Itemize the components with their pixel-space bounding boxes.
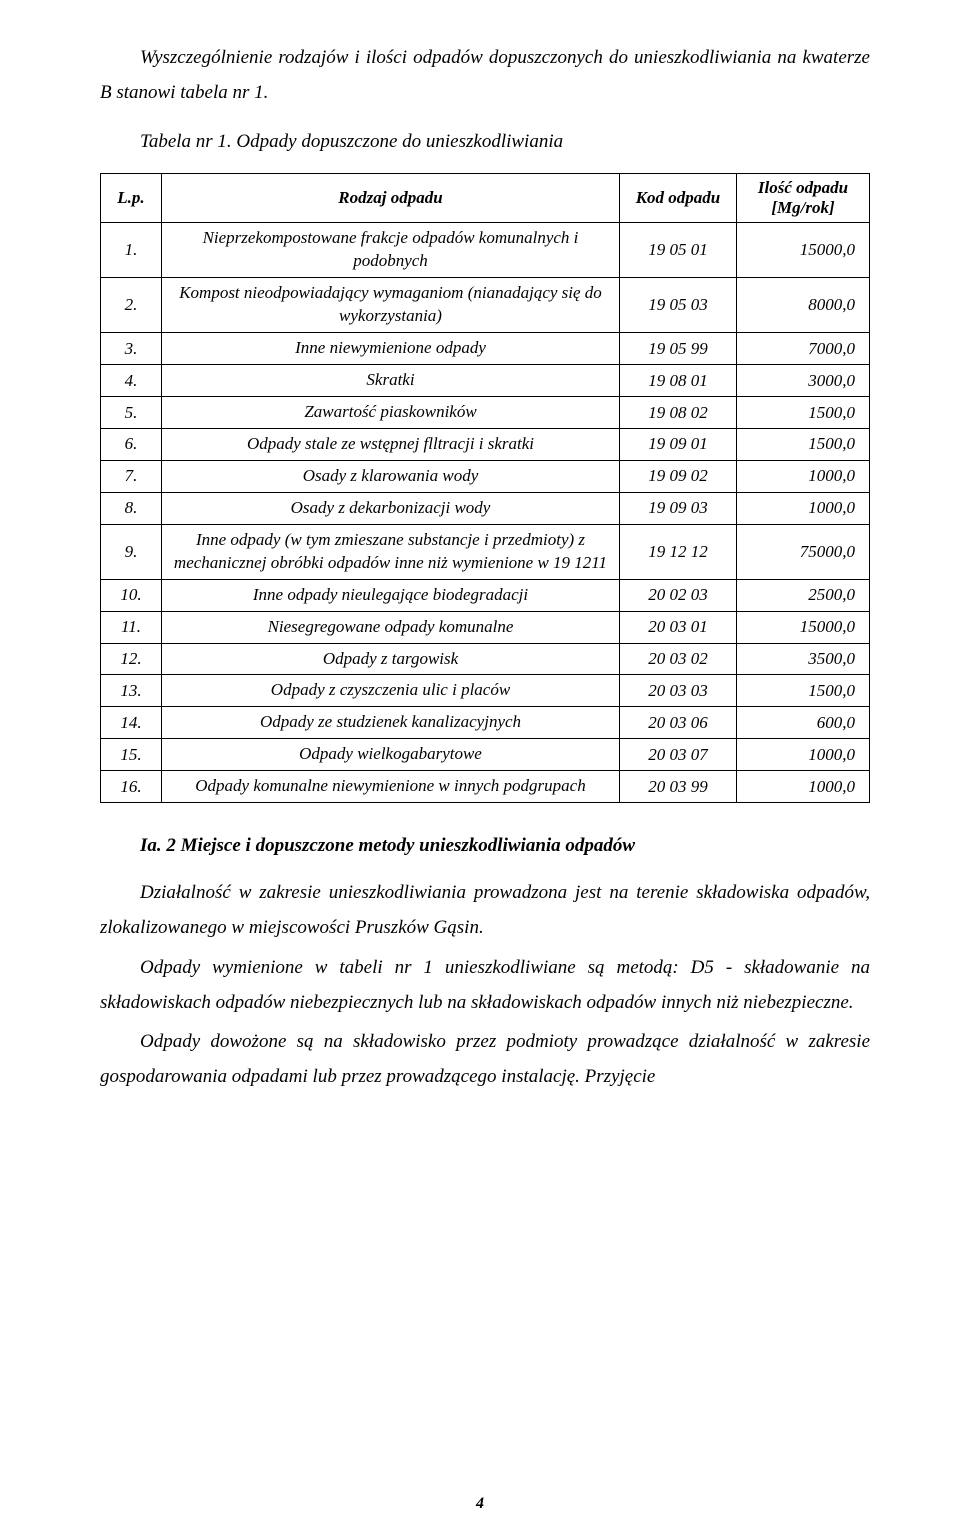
table-row: 16.Odpady komunalne niewymienione w inny… <box>101 771 870 803</box>
cell-code: 19 08 01 <box>620 365 737 397</box>
cell-name: Skratki <box>162 365 620 397</box>
cell-lp: 7. <box>101 460 162 492</box>
cell-qty: 75000,0 <box>737 524 870 579</box>
cell-lp: 10. <box>101 579 162 611</box>
table-caption: Tabela nr 1. Odpady dopuszczone do unies… <box>100 124 870 159</box>
cell-lp: 8. <box>101 492 162 524</box>
cell-code: 20 03 01 <box>620 611 737 643</box>
cell-lp: 1. <box>101 223 162 278</box>
cell-lp: 13. <box>101 675 162 707</box>
intro-block: Wyszczególnienie rodzajów i ilości odpad… <box>100 40 870 159</box>
cell-name: Inne odpady (w tym zmieszane substancje … <box>162 524 620 579</box>
table-row: 9.Inne odpady (w tym zmieszane substancj… <box>101 524 870 579</box>
col-code: Kod odpadu <box>620 174 737 223</box>
cell-lp: 4. <box>101 365 162 397</box>
table-row: 10.Inne odpady nieulegające biodegradacj… <box>101 579 870 611</box>
cell-qty: 2500,0 <box>737 579 870 611</box>
cell-qty: 1500,0 <box>737 397 870 429</box>
cell-qty: 1000,0 <box>737 771 870 803</box>
cell-name: Odpady komunalne niewymienione w innych … <box>162 771 620 803</box>
cell-qty: 1500,0 <box>737 675 870 707</box>
table-header-row: L.p. Rodzaj odpadu Kod odpadu Ilość odpa… <box>101 174 870 223</box>
cell-qty: 1000,0 <box>737 492 870 524</box>
section-paragraph-2: Odpady wymienione w tabeli nr 1 unieszko… <box>100 950 870 1020</box>
section-paragraph-1: Działalność w zakresie unieszkodliwiania… <box>100 875 870 945</box>
table-row: 13.Odpady z czyszczenia ulic i placów20 … <box>101 675 870 707</box>
cell-code: 20 03 03 <box>620 675 737 707</box>
cell-qty: 3000,0 <box>737 365 870 397</box>
cell-qty: 1000,0 <box>737 739 870 771</box>
table-row: 14.Odpady ze studzienek kanalizacyjnych2… <box>101 707 870 739</box>
cell-lp: 5. <box>101 397 162 429</box>
intro-paragraph-1: Wyszczególnienie rodzajów i ilości odpad… <box>100 40 870 110</box>
table-row: 3.Inne niewymienione odpady19 05 997000,… <box>101 333 870 365</box>
table-row: 1.Nieprzekompostowane frakcje odpadów ko… <box>101 223 870 278</box>
cell-code: 19 12 12 <box>620 524 737 579</box>
table-row: 6.Odpady stale ze wstępnej flltracji i s… <box>101 428 870 460</box>
cell-lp: 15. <box>101 739 162 771</box>
cell-name: Odpady wielkogabarytowe <box>162 739 620 771</box>
col-qty: Ilość odpadu [Mg/rok] <box>737 174 870 223</box>
section-paragraph-3: Odpady dowożone są na składowisko przez … <box>100 1024 870 1094</box>
cell-qty: 1500,0 <box>737 428 870 460</box>
section-body: Działalność w zakresie unieszkodliwiania… <box>100 875 870 1094</box>
table-row: 11.Niesegregowane odpady komunalne20 03 … <box>101 611 870 643</box>
cell-name: Odpady stale ze wstępnej flltracji i skr… <box>162 428 620 460</box>
cell-code: 19 08 02 <box>620 397 737 429</box>
table-row: 4.Skratki19 08 013000,0 <box>101 365 870 397</box>
cell-qty: 3500,0 <box>737 643 870 675</box>
cell-qty: 15000,0 <box>737 223 870 278</box>
table-row: 7.Osady z klarowania wody19 09 021000,0 <box>101 460 870 492</box>
cell-lp: 11. <box>101 611 162 643</box>
table-row: 8.Osady z dekarbonizacji wody19 09 03100… <box>101 492 870 524</box>
cell-name: Zawartość piaskowników <box>162 397 620 429</box>
waste-table: L.p. Rodzaj odpadu Kod odpadu Ilość odpa… <box>100 173 870 803</box>
cell-code: 19 05 03 <box>620 278 737 333</box>
cell-name: Odpady z targowisk <box>162 643 620 675</box>
cell-code: 20 03 06 <box>620 707 737 739</box>
cell-code: 19 05 99 <box>620 333 737 365</box>
cell-code: 19 09 02 <box>620 460 737 492</box>
table-body: 1.Nieprzekompostowane frakcje odpadów ko… <box>101 223 870 803</box>
cell-code: 20 03 99 <box>620 771 737 803</box>
cell-lp: 6. <box>101 428 162 460</box>
cell-lp: 9. <box>101 524 162 579</box>
cell-name: Kompost nieodpowiadający wymaganiom (nia… <box>162 278 620 333</box>
cell-qty: 1000,0 <box>737 460 870 492</box>
cell-lp: 16. <box>101 771 162 803</box>
cell-qty: 8000,0 <box>737 278 870 333</box>
cell-name: Nieprzekompostowane frakcje odpadów komu… <box>162 223 620 278</box>
table-row: 5.Zawartość piaskowników19 08 021500,0 <box>101 397 870 429</box>
cell-code: 19 09 03 <box>620 492 737 524</box>
cell-code: 19 09 01 <box>620 428 737 460</box>
cell-qty: 600,0 <box>737 707 870 739</box>
cell-name: Odpady z czyszczenia ulic i placów <box>162 675 620 707</box>
section-heading: Ia. 2 Miejsce i dopuszczone metody unies… <box>100 835 870 857</box>
cell-qty: 15000,0 <box>737 611 870 643</box>
table-row: 2.Kompost nieodpowiadający wymaganiom (n… <box>101 278 870 333</box>
table-row: 12.Odpady z targowisk20 03 023500,0 <box>101 643 870 675</box>
document-page: Wyszczególnienie rodzajów i ilości odpad… <box>0 0 960 1537</box>
cell-code: 20 03 07 <box>620 739 737 771</box>
cell-code: 20 02 03 <box>620 579 737 611</box>
cell-lp: 2. <box>101 278 162 333</box>
cell-lp: 14. <box>101 707 162 739</box>
cell-name: Odpady ze studzienek kanalizacyjnych <box>162 707 620 739</box>
table-row: 15.Odpady wielkogabarytowe20 03 071000,0 <box>101 739 870 771</box>
table-head: L.p. Rodzaj odpadu Kod odpadu Ilość odpa… <box>101 174 870 223</box>
cell-lp: 3. <box>101 333 162 365</box>
cell-name: Inne niewymienione odpady <box>162 333 620 365</box>
cell-code: 19 05 01 <box>620 223 737 278</box>
cell-lp: 12. <box>101 643 162 675</box>
cell-name: Osady z klarowania wody <box>162 460 620 492</box>
cell-code: 20 03 02 <box>620 643 737 675</box>
page-number: 4 <box>0 1495 960 1513</box>
cell-name: Niesegregowane odpady komunalne <box>162 611 620 643</box>
col-lp: L.p. <box>101 174 162 223</box>
cell-name: Osady z dekarbonizacji wody <box>162 492 620 524</box>
cell-qty: 7000,0 <box>737 333 870 365</box>
col-name: Rodzaj odpadu <box>162 174 620 223</box>
cell-name: Inne odpady nieulegające biodegradacji <box>162 579 620 611</box>
